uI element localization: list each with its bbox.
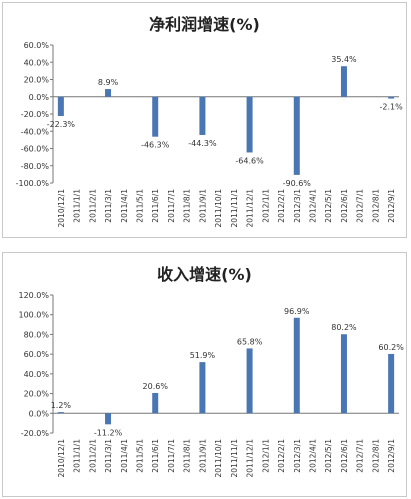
x-tick-label: 2011/4/1 xyxy=(120,439,129,473)
x-tick-label: 2012/7/1 xyxy=(356,439,365,473)
bar xyxy=(152,392,159,414)
x-tick-label: 2012/4/1 xyxy=(309,439,318,473)
x-tick-label: 2012/5/1 xyxy=(324,189,333,223)
x-tick-label: 2011/4/1 xyxy=(120,189,129,223)
x-tick-label: 2012/5/1 xyxy=(324,439,333,473)
x-tick-label: 2012/7/1 xyxy=(356,189,365,223)
revenue-growth-chart: 120.0% 100.0% 80.0% 60.0% 40.0% 20.0% 0.0% -20.… xyxy=(18,291,404,478)
y-tick-label: -40.0% xyxy=(21,127,50,136)
bar xyxy=(246,348,253,414)
bar xyxy=(388,96,395,99)
y-tick-label: 120.0% xyxy=(18,291,49,300)
net-profit-growth-chart: 60.0% 40.0% 20.0% 0.0% -20.0% -40.0% -60.0% -80… xyxy=(16,41,404,228)
data-label: 35.4% xyxy=(331,55,357,64)
data-label: 51.9% xyxy=(190,351,216,360)
data-label: 60.2% xyxy=(378,343,404,352)
data-label: 80.2% xyxy=(331,323,357,332)
x-tick-label: 2011/7/1 xyxy=(167,439,176,473)
y-tick-label: 40.0% xyxy=(24,58,50,67)
x-tick-label: 2012/6/1 xyxy=(340,189,349,223)
y-tick-label: -100.0% xyxy=(16,179,50,188)
data-label: 20.6% xyxy=(143,382,169,391)
data-label: 96.9% xyxy=(284,307,310,316)
x-tick-label: 2011/9/1 xyxy=(198,439,207,473)
x-tick-label: 2012/2/1 xyxy=(277,439,286,473)
x-tick-label: 2011/9/1 xyxy=(198,189,207,223)
y-tick-label: 60.0% xyxy=(24,41,50,50)
y-tick-label: -20.0% xyxy=(21,110,50,119)
y-tick-label: 80.0% xyxy=(24,330,50,339)
y-tick-label: -20.0% xyxy=(21,429,50,438)
x-tick-label: 2012/3/1 xyxy=(293,189,302,223)
bar xyxy=(388,353,395,414)
x-tick-label: 2011/8/1 xyxy=(183,439,192,473)
x-tick-label: 2011/12/1 xyxy=(246,439,255,478)
bar xyxy=(152,96,159,137)
data-label: -64.6% xyxy=(235,156,264,165)
data-label: -22.3% xyxy=(47,120,76,129)
x-tick-label: 2011/10/1 xyxy=(214,189,223,228)
bar xyxy=(293,317,300,414)
x-tick-label: 2011/11/1 xyxy=(230,439,239,478)
y-tick-label: -80.0% xyxy=(21,162,50,171)
bar xyxy=(105,89,112,97)
data-label: -44.3% xyxy=(188,139,217,148)
bar xyxy=(340,66,347,97)
data-label: -2.1% xyxy=(380,103,404,112)
x-tick-label: 2012/1/1 xyxy=(261,439,270,473)
x-tick-label: 2010/12/1 xyxy=(57,439,66,478)
x-tick-label: 2012/1/1 xyxy=(261,189,270,223)
data-label: 1.2% xyxy=(51,401,72,410)
bar xyxy=(57,412,64,414)
x-tick-label: 2012/3/1 xyxy=(293,439,302,473)
y-tick-label: 20.0% xyxy=(24,76,50,85)
x-tick-label: 2012/8/1 xyxy=(371,189,380,223)
x-tick-label: 2011/7/1 xyxy=(167,189,176,223)
y-tick-label: 100.0% xyxy=(18,311,49,320)
x-tick-label: 2011/6/1 xyxy=(151,439,160,473)
y-tick-label: -60.0% xyxy=(21,145,50,154)
x-tick-label: 2012/2/1 xyxy=(277,189,286,223)
bar xyxy=(57,96,64,116)
y-tick-label: 20.0% xyxy=(24,390,50,399)
x-tick-label: 2011/3/1 xyxy=(104,189,113,223)
y-tick-label: 40.0% xyxy=(24,370,50,379)
x-tick-label: 2011/12/1 xyxy=(246,189,255,228)
x-tick-label: 2011/8/1 xyxy=(183,189,192,223)
x-tick-label: 2011/5/1 xyxy=(136,189,145,223)
x-tick-label: 2012/4/1 xyxy=(309,189,318,223)
x-tick-label: 2010/12/1 xyxy=(57,189,66,228)
x-tick-label: 2011/10/1 xyxy=(214,439,223,478)
bar xyxy=(246,96,253,153)
x-tick-label: 2012/6/1 xyxy=(340,439,349,473)
bar xyxy=(199,362,206,414)
y-tick-label: 0.0% xyxy=(29,93,50,102)
x-tick-label: 2012/9/1 xyxy=(387,189,396,223)
bar xyxy=(105,413,112,425)
bar xyxy=(293,96,300,175)
x-tick-label: 2011/2/1 xyxy=(88,439,97,473)
net-profit-growth-chart-panel: 净利润增速(%) 60.0% 40.0% 20.0% 0.0% -20.0% -40.0%… xyxy=(2,2,407,238)
bar xyxy=(199,96,206,135)
x-tick-label: 2012/9/1 xyxy=(387,439,396,473)
data-label: -46.3% xyxy=(141,141,170,150)
data-label: -90.6% xyxy=(283,179,312,188)
chart-title: 收入增速(%) xyxy=(157,265,252,284)
x-tick-label: 2012/8/1 xyxy=(371,439,380,473)
x-tick-label: 2011/1/1 xyxy=(73,439,82,473)
x-tick-label: 2011/5/1 xyxy=(136,439,145,473)
data-label: 65.8% xyxy=(237,337,263,346)
x-tick-label: 2011/11/1 xyxy=(230,189,239,228)
y-tick-label: 0.0% xyxy=(29,409,50,418)
bar xyxy=(340,334,347,414)
x-tick-label: 2011/1/1 xyxy=(73,189,82,223)
data-label: 8.9% xyxy=(98,78,119,87)
chart-title: 净利润增速(%) xyxy=(149,15,260,34)
x-tick-label: 2011/3/1 xyxy=(104,439,113,473)
x-tick-label: 2011/6/1 xyxy=(151,189,160,223)
y-tick-label: 60.0% xyxy=(24,350,50,359)
revenue-growth-chart-panel: 收入增速(%) 120.0% 100.0% 80.0% 60.0% 40.0% 20.0%… xyxy=(2,252,407,497)
data-label: -11.2% xyxy=(94,428,123,437)
x-tick-label: 2011/2/1 xyxy=(88,189,97,223)
